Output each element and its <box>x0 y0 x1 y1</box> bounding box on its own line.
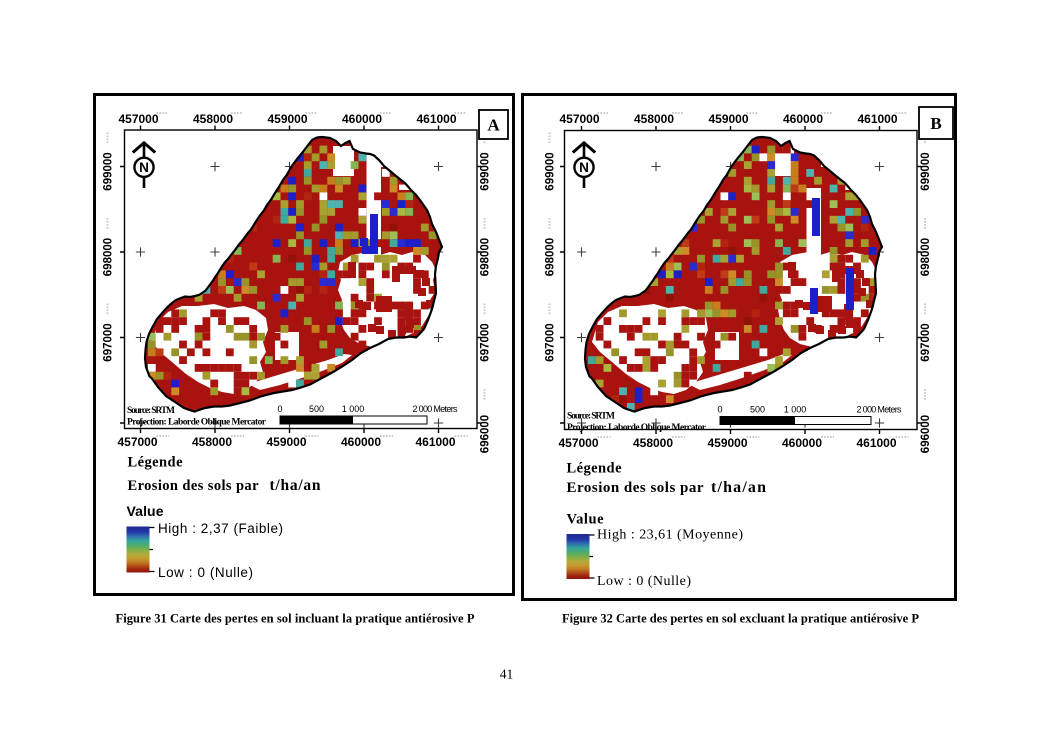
svg-text:461000: 461000 <box>415 435 455 449</box>
svg-text:t/ha/an: t/ha/an <box>711 479 766 496</box>
svg-text:458000: 458000 <box>192 435 232 449</box>
svg-text:High : 23,61 (Moyenne): High : 23,61 (Moyenne) <box>597 528 743 543</box>
svg-text:697000: 697000 <box>920 323 932 361</box>
svg-text:Erosion des sols par: Erosion des sols par <box>128 478 260 494</box>
svg-text:697000: 697000 <box>103 323 115 361</box>
svg-text:460000: 460000 <box>783 112 823 126</box>
svg-text:Projection: Laborde Oblique Me: Projection: Laborde Oblique Mercator <box>127 418 267 428</box>
svg-text:457000: 457000 <box>118 112 158 126</box>
svg-text:t/ha/an: t/ha/an <box>270 477 321 494</box>
svg-text:457000: 457000 <box>117 435 157 449</box>
svg-text:461000: 461000 <box>416 112 456 126</box>
svg-text:696000: 696000 <box>480 415 492 453</box>
svg-text:Value: Value <box>127 503 164 519</box>
svg-text:Figure 32 Carte des pertes en: Figure 32 Carte des pertes en sol exclua… <box>562 612 919 626</box>
svg-text:699000: 699000 <box>480 152 492 190</box>
svg-text:461000: 461000 <box>857 112 897 126</box>
svg-text:698000: 698000 <box>545 238 557 276</box>
svg-text:458000: 458000 <box>193 112 233 126</box>
svg-text:459000: 459000 <box>267 112 307 126</box>
svg-text:461000: 461000 <box>856 436 896 450</box>
svg-text:Low : 0 (Nulle): Low : 0 (Nulle) <box>158 565 253 580</box>
svg-text:697000: 697000 <box>545 323 557 361</box>
svg-text:Légende: Légende <box>128 455 184 471</box>
svg-text:Légende: Légende <box>567 461 623 477</box>
svg-text:N: N <box>139 160 149 175</box>
svg-text:459000: 459000 <box>708 112 748 126</box>
svg-text:460000: 460000 <box>342 112 382 126</box>
svg-text:698000: 698000 <box>103 238 115 276</box>
svg-text:41: 41 <box>500 667 514 682</box>
svg-text:459000: 459000 <box>266 435 306 449</box>
svg-text:458000: 458000 <box>634 112 674 126</box>
svg-text:Source: SRTM: Source: SRTM <box>127 406 175 416</box>
svg-text:698000: 698000 <box>920 238 932 276</box>
svg-text:457000: 457000 <box>559 112 599 126</box>
svg-text:N: N <box>579 160 589 175</box>
svg-text:457000: 457000 <box>558 436 598 450</box>
svg-text:696000: 696000 <box>920 415 932 453</box>
svg-text:699000: 699000 <box>920 152 932 190</box>
svg-text:Projection: Laborde Oblique Me: Projection: Laborde Oblique Mercator <box>567 423 707 433</box>
svg-text:460000: 460000 <box>782 436 822 450</box>
svg-text:Figure 31 Carte des pertes en: Figure 31 Carte des pertes en sol inclua… <box>116 612 475 626</box>
svg-text:458000: 458000 <box>633 436 673 450</box>
svg-text:A: A <box>487 116 500 135</box>
svg-text:Source: SRTM: Source: SRTM <box>567 412 615 422</box>
svg-text:459000: 459000 <box>707 436 747 450</box>
svg-text:Erosion des sols par: Erosion des sols par <box>567 480 704 496</box>
svg-text:460000: 460000 <box>341 435 381 449</box>
svg-text:500: 500 <box>750 405 765 415</box>
svg-text:2 000 Meters: 2 000 Meters <box>857 405 903 415</box>
svg-text:1 000: 1 000 <box>342 404 365 414</box>
svg-text:B: B <box>930 114 941 133</box>
svg-text:1 000: 1 000 <box>784 405 807 415</box>
svg-text:500: 500 <box>309 404 324 414</box>
svg-text:High : 2,37 (Faible): High : 2,37 (Faible) <box>158 521 283 536</box>
svg-text:Low : 0 (Nulle): Low : 0 (Nulle) <box>597 574 691 589</box>
svg-text:2 000 Meters: 2 000 Meters <box>413 404 459 414</box>
svg-text:Value: Value <box>567 512 605 528</box>
svg-text:0: 0 <box>277 404 282 414</box>
svg-text:0: 0 <box>717 405 722 415</box>
svg-text:699000: 699000 <box>103 152 115 190</box>
svg-text:698000: 698000 <box>480 238 492 276</box>
svg-text:699000: 699000 <box>545 152 557 190</box>
svg-text:697000: 697000 <box>480 323 492 361</box>
